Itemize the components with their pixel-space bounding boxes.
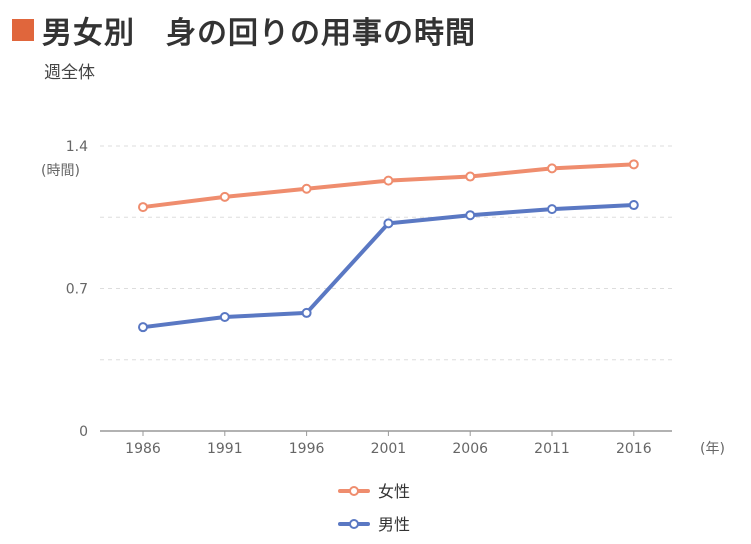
data-point xyxy=(547,163,557,174)
data-point xyxy=(465,210,476,221)
x-tick-label: 2001 xyxy=(371,441,407,457)
y-tick-label: 0 xyxy=(79,424,88,440)
data-point xyxy=(219,191,230,202)
chart-title-text: 男女別 身の回りの用事の時間 xyxy=(42,16,476,51)
y-tick-label: 0.7 xyxy=(66,282,88,298)
data-point xyxy=(219,312,230,322)
data-point xyxy=(547,204,557,215)
legend-swatch-marker xyxy=(349,486,359,496)
data-point xyxy=(301,183,312,194)
data-point xyxy=(628,200,639,211)
series-line-0 xyxy=(141,162,636,210)
y-tick-label: 1.4 xyxy=(66,139,88,155)
x-tick-label: 2016 xyxy=(616,441,652,457)
x-tick-label: 1991 xyxy=(207,441,243,457)
data-point xyxy=(383,218,394,229)
title-marker xyxy=(12,19,34,41)
data-point xyxy=(138,202,148,213)
y-axis-label: (時間) xyxy=(41,163,80,179)
chart-subtitle: 週全体 xyxy=(44,63,95,83)
x-axis-label: (年) xyxy=(700,441,725,457)
legend-label: 男性 xyxy=(378,515,410,534)
x-tick-label: 2006 xyxy=(452,441,488,457)
data-point xyxy=(628,159,639,170)
x-tick-label: 2011 xyxy=(534,441,570,457)
data-point xyxy=(301,307,312,318)
legend-label: 女性 xyxy=(378,482,410,501)
x-tick-label: 1986 xyxy=(125,441,161,457)
x-tick-label: 1996 xyxy=(289,441,325,457)
data-point xyxy=(465,171,476,182)
data-point xyxy=(138,322,148,333)
legend-swatch-marker xyxy=(349,519,359,529)
data-point xyxy=(383,175,394,186)
chart-title: 男女別 身の回りの用事の時間 xyxy=(12,8,476,52)
